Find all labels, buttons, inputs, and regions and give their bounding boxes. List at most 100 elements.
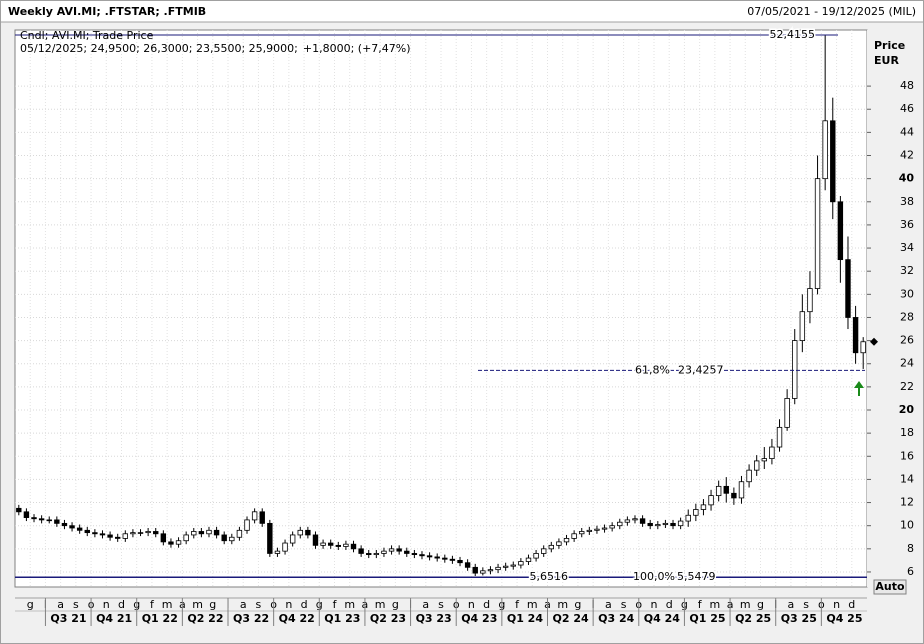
x-tick-label: d bbox=[483, 598, 490, 611]
x-tick-label: n bbox=[103, 598, 110, 611]
x-tick-label: d bbox=[848, 598, 855, 611]
candle-body bbox=[518, 561, 524, 566]
candle-body bbox=[845, 259, 851, 318]
candle-body bbox=[860, 341, 866, 354]
grid: 6 8 10 12 14 16 18 20 22 24 26 28 30 32 34 36 38 40 42 44 46… bbox=[15, 30, 914, 626]
candle-body bbox=[381, 550, 387, 554]
x-tick-label: g bbox=[209, 598, 216, 611]
candle-body bbox=[525, 557, 532, 562]
candle-body bbox=[221, 534, 227, 542]
x-tick-label: s bbox=[621, 598, 627, 611]
candle-body bbox=[411, 553, 418, 556]
x-tick-label: m bbox=[192, 598, 203, 611]
x-tick-label: s bbox=[803, 598, 809, 611]
candle-body bbox=[761, 458, 768, 462]
x-tick-label: m bbox=[557, 598, 568, 611]
y-tick-label: 24 bbox=[900, 357, 914, 370]
candle-body bbox=[586, 529, 593, 532]
x-tick-label: f bbox=[515, 598, 520, 611]
quarter-label: Q4 23 bbox=[461, 612, 497, 625]
candle-body bbox=[54, 519, 60, 524]
x-tick-label: n bbox=[285, 598, 292, 611]
candle-body bbox=[335, 544, 342, 547]
x-tick-label: g bbox=[27, 598, 34, 611]
x-tick-label: d bbox=[118, 598, 125, 611]
scale-button[interactable] bbox=[873, 579, 907, 595]
candle-body bbox=[677, 520, 684, 527]
candle-body bbox=[700, 504, 707, 510]
quarter-label: Q2 23 bbox=[370, 612, 406, 625]
y-tick-label: 8 bbox=[907, 542, 914, 555]
quarter-label: Q1 22 bbox=[142, 612, 178, 625]
candle-body bbox=[289, 534, 296, 544]
candle-body bbox=[540, 548, 547, 554]
candles bbox=[16, 35, 866, 576]
y-tick-label: 26 bbox=[900, 334, 914, 347]
candle-body bbox=[274, 550, 281, 554]
annotations: 52,4155 61,8% 23,4257 100,0% 5,5479 5,6516 bbox=[15, 27, 878, 585]
candle-body bbox=[206, 529, 212, 535]
fib-label: 5,5479 bbox=[677, 570, 716, 583]
candle-body bbox=[769, 446, 775, 459]
x-tick-label: f bbox=[698, 598, 703, 611]
scale-button-label[interactable]: Auto bbox=[875, 580, 905, 593]
quarter-label: Q4 21 bbox=[96, 612, 132, 625]
candle-body bbox=[259, 511, 265, 524]
candle-body bbox=[358, 548, 364, 554]
candle-body bbox=[655, 524, 661, 527]
candle-body bbox=[609, 525, 615, 529]
fib-percent: 100,0% bbox=[633, 570, 675, 583]
candle-body bbox=[510, 564, 516, 567]
legend-name: Cndl; AVI.MI; Trade Price bbox=[20, 29, 154, 42]
candle-body bbox=[533, 553, 539, 559]
x-tick-label: g bbox=[392, 598, 399, 611]
x-tick-label: a bbox=[422, 598, 429, 611]
candle-body bbox=[776, 426, 783, 448]
candle-body bbox=[639, 518, 646, 524]
x-tick-label: m bbox=[375, 598, 386, 611]
y-tick-label: 34 bbox=[900, 241, 914, 254]
quarter-label: Q3 25 bbox=[781, 612, 817, 625]
x-tick-label: m bbox=[709, 598, 720, 611]
quarter-label: Q2 24 bbox=[553, 612, 589, 625]
y-tick-label: 44 bbox=[900, 125, 914, 138]
candle-body bbox=[571, 533, 577, 539]
y-tick-label: 30 bbox=[900, 287, 914, 300]
high-label: 52,4155 bbox=[770, 28, 816, 41]
x-tick-label: g bbox=[574, 598, 581, 611]
candle-body bbox=[480, 570, 486, 574]
y-tick-label: 22 bbox=[900, 380, 914, 393]
candle-body bbox=[198, 531, 205, 535]
x-tick-label: a bbox=[57, 598, 64, 611]
fib-label: 23,4257 bbox=[678, 363, 724, 376]
candle-body bbox=[84, 529, 90, 534]
candle-body bbox=[23, 511, 30, 518]
candle-body bbox=[38, 518, 45, 521]
candle-body bbox=[137, 532, 144, 534]
candle-body bbox=[191, 531, 197, 536]
candle-body bbox=[31, 517, 37, 520]
candle-body bbox=[236, 529, 243, 538]
y-tick-label: 48 bbox=[900, 79, 914, 92]
x-tick-label: a bbox=[240, 598, 247, 611]
candle-body bbox=[343, 543, 349, 547]
quarter-label: Q4 22 bbox=[279, 612, 315, 625]
candle-body bbox=[114, 536, 121, 539]
candle-body bbox=[312, 534, 319, 546]
candle-body bbox=[145, 531, 151, 534]
candle-body bbox=[837, 201, 844, 261]
y-axis-label: Price bbox=[874, 39, 905, 52]
candle-body bbox=[784, 398, 790, 428]
x-tick-label: n bbox=[833, 598, 840, 611]
candle-body bbox=[563, 538, 570, 543]
candle-body bbox=[556, 541, 562, 546]
candle-body bbox=[251, 511, 258, 521]
candle-body bbox=[388, 548, 395, 552]
candle-body bbox=[229, 536, 235, 542]
y-tick-label: 40 bbox=[899, 172, 915, 185]
candle-body bbox=[426, 555, 433, 558]
y-tick-label: 28 bbox=[900, 310, 914, 323]
quarter-label: Q3 23 bbox=[416, 612, 452, 625]
y-tick-label: 6 bbox=[907, 565, 914, 578]
